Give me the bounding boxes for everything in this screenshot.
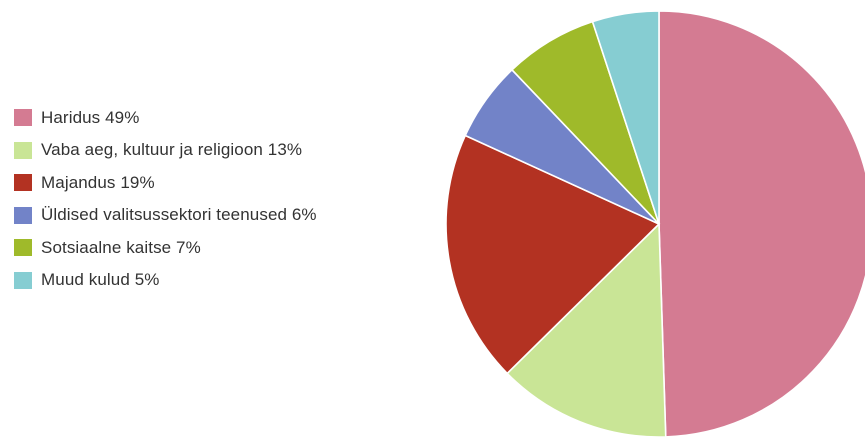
legend-swatch xyxy=(14,206,32,224)
legend-swatch xyxy=(14,141,32,159)
legend-label: Sotsiaalne kaitse 7% xyxy=(41,237,201,257)
legend-item-sotsiaalne: Sotsiaalne kaitse 7% xyxy=(14,236,317,259)
legend-item-majandus: Majandus 19% xyxy=(14,171,317,194)
legend-label: Üldised valitsussektori teenused 6% xyxy=(41,205,317,225)
legend-label: Muud kulud 5% xyxy=(41,270,160,290)
legend-item-uldised: Üldised valitsussektori teenused 6% xyxy=(14,204,317,227)
legend-swatch xyxy=(14,174,32,192)
legend-label: Majandus 19% xyxy=(41,172,155,192)
legend-swatch xyxy=(14,239,32,257)
pie-slice-0 xyxy=(658,10,865,438)
chart-legend: Haridus 49% Vaba aeg, kultuur ja religio… xyxy=(14,106,317,302)
legend-swatch xyxy=(14,109,32,126)
legend-item-vaba-aeg: Vaba aeg, kultuur ja religioon 13% xyxy=(14,139,317,162)
legend-item-haridus: Haridus 49% xyxy=(14,106,317,129)
pie-slice-5 xyxy=(591,10,660,225)
pie-slice-2 xyxy=(445,134,661,375)
legend-label: Haridus 49% xyxy=(41,107,140,127)
legend-swatch xyxy=(14,271,32,289)
legend-label: Vaba aeg, kultuur ja religioon 13% xyxy=(41,140,303,160)
legend-item-muud: Muud kulud 5% xyxy=(14,269,317,292)
pie-slice-1 xyxy=(506,222,667,438)
